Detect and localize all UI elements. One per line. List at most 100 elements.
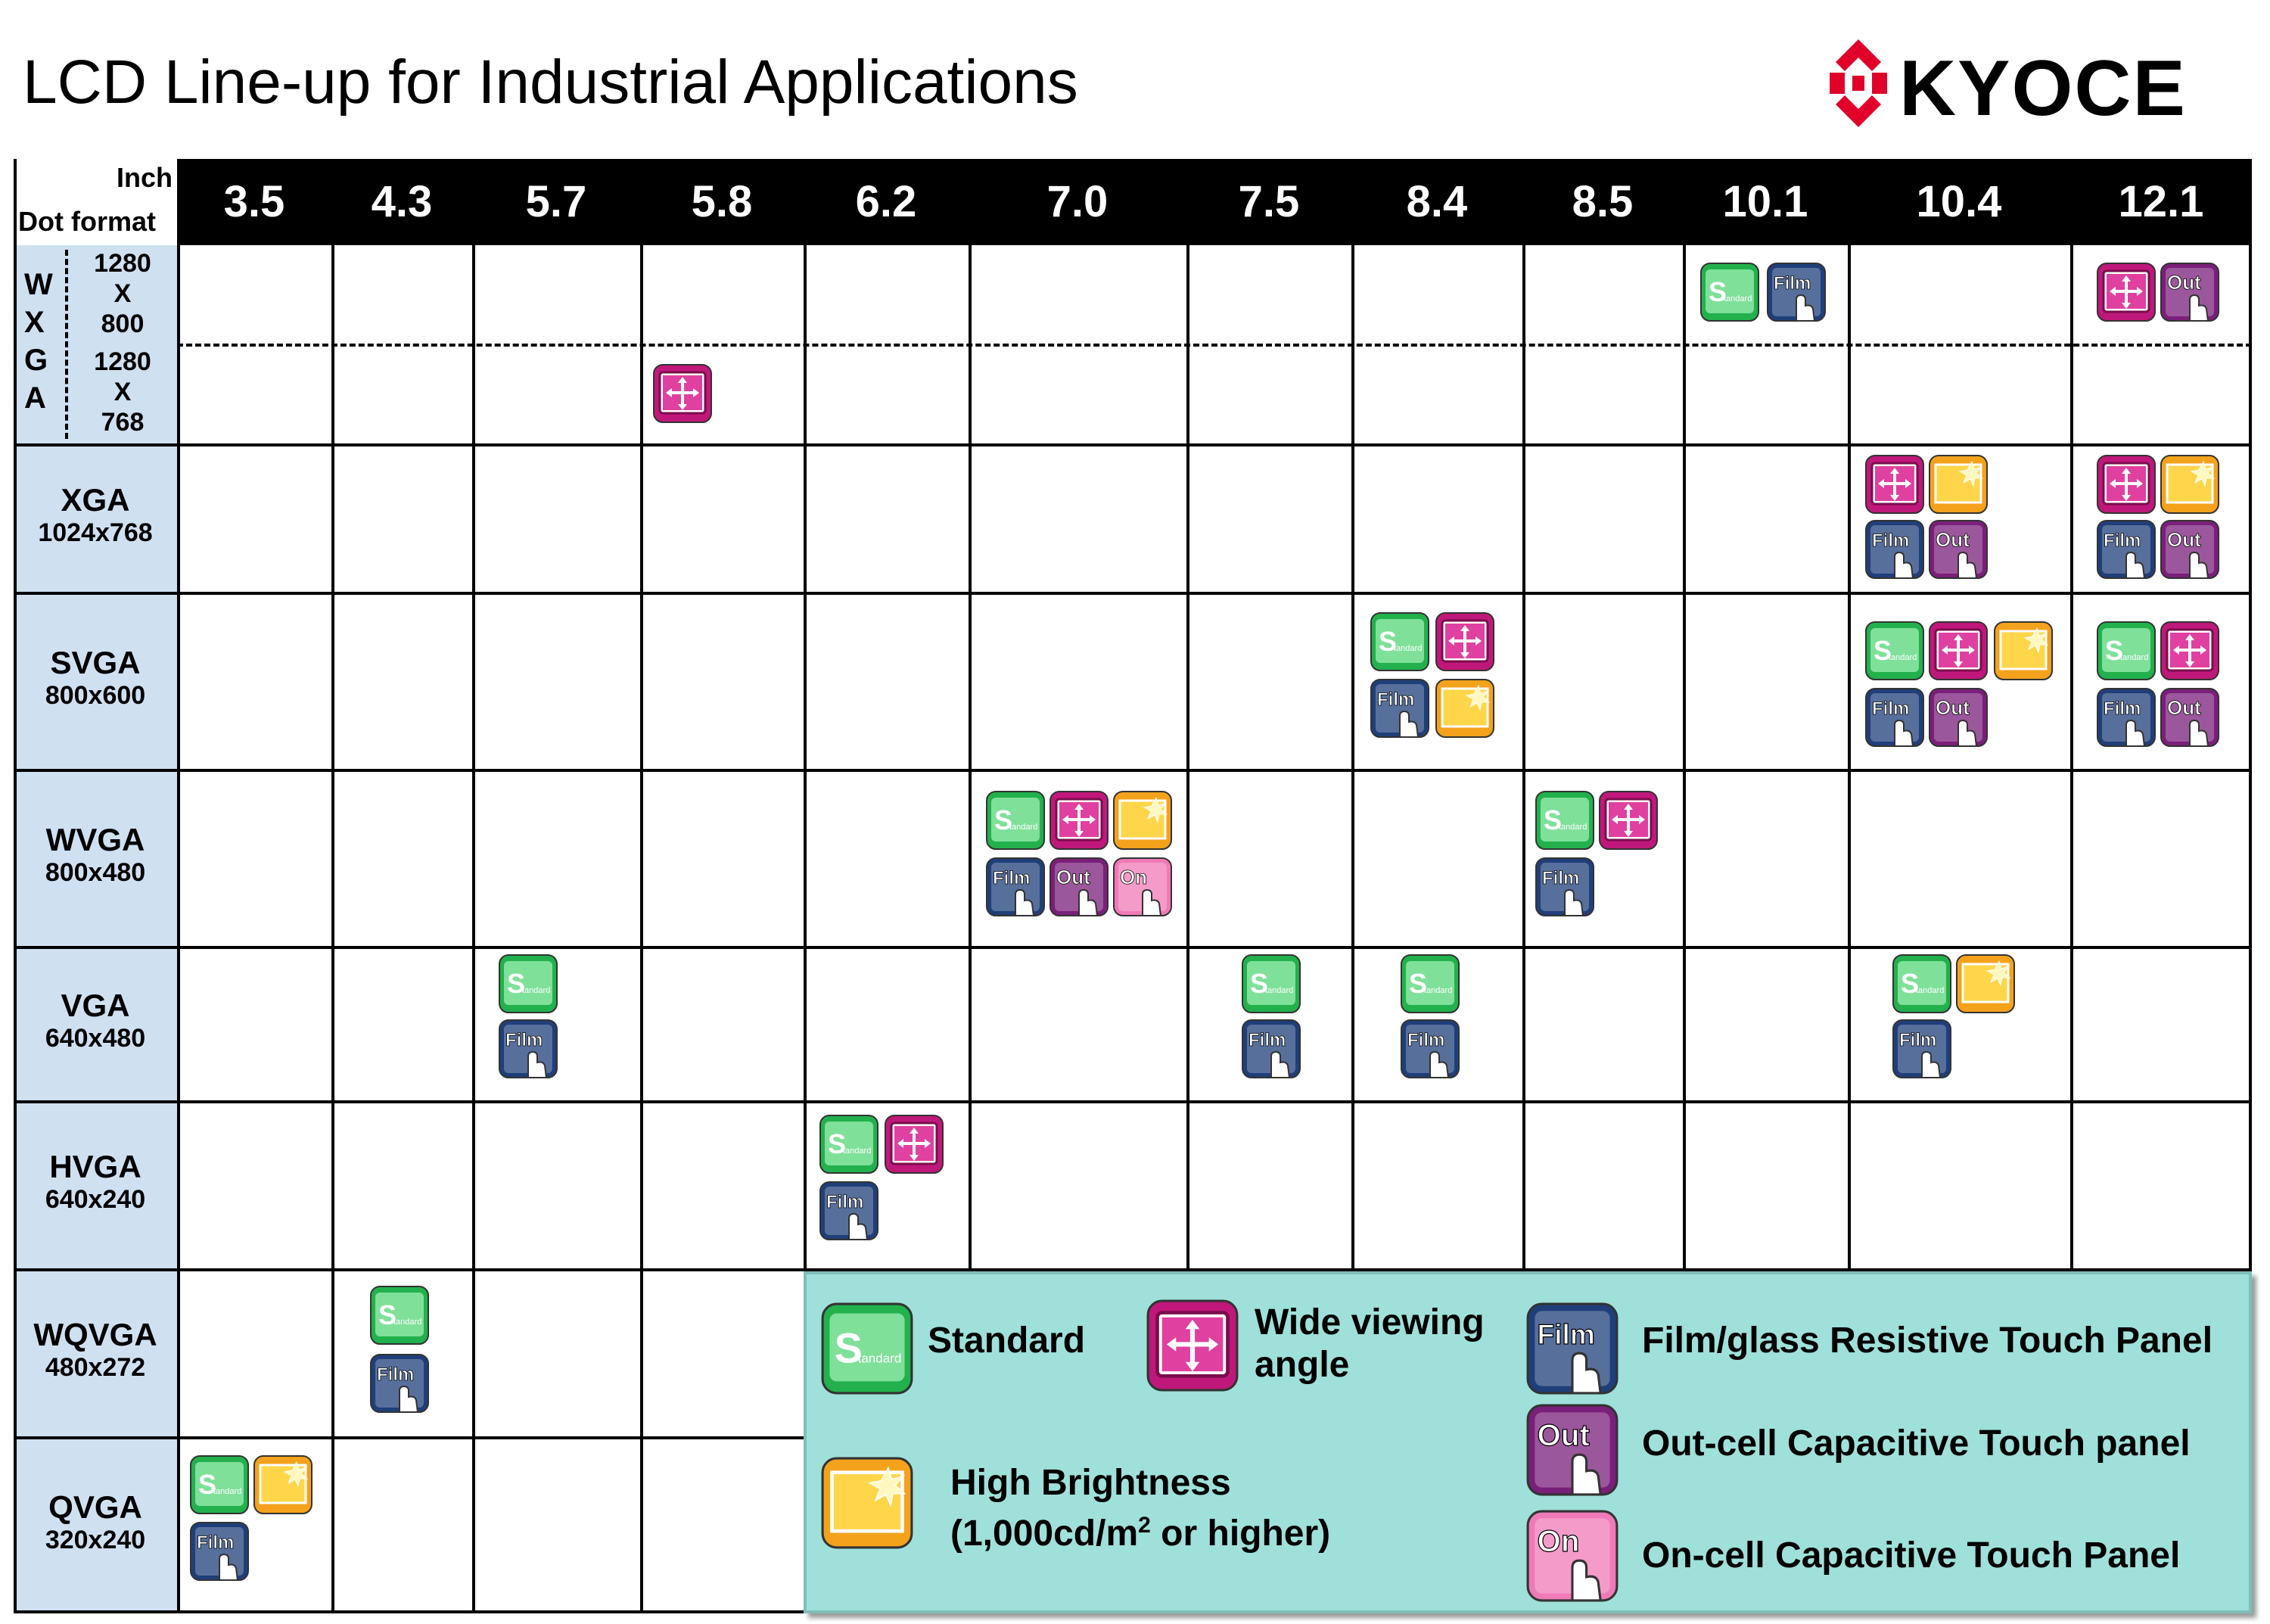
row-name: SVGA [50, 645, 141, 680]
wxga-divider [65, 250, 68, 439]
svg-text:Film: Film [2104, 530, 2141, 551]
row-header-hvga: HVGA 640x240 [14, 1100, 177, 1268]
lineup-table: Inch Dot format 3.5 4.3 5.7 5.8 6.2 7.0 7.5 8.4… [14, 159, 2252, 1613]
svg-text:Film: Film [377, 1364, 414, 1385]
wxga-letter: X [24, 306, 45, 339]
svg-text:Out: Out [2167, 528, 2201, 551]
svg-text:Out: Out [1936, 528, 1970, 551]
row-dots: 1024x768 [38, 518, 153, 547]
cell-wide-icon [885, 1115, 944, 1174]
svg-text:Film: Film [1872, 698, 1909, 719]
svg-text:tandard: tandard [1559, 823, 1587, 832]
svg-text:S: S [1379, 626, 1397, 657]
row-header-svga: SVGA 800x600 [14, 592, 177, 769]
cell-wide-icon [1865, 455, 1924, 514]
cell-out-icon: Out [2160, 688, 2219, 747]
inch-header-10-4: 10.4 [1916, 177, 2002, 226]
cell-standard-icon: Standard [1370, 612, 1429, 671]
cell-bright-icon [2160, 455, 2219, 514]
cell-bright-icon [253, 1455, 313, 1514]
wxga-letter: A [24, 381, 46, 415]
column-divider [177, 245, 180, 1613]
row-name: WVGA [45, 822, 145, 857]
row-header-wxga: W X G A 1280 X 800 1280 X 768 [14, 245, 177, 443]
legend-standard-icon: Standard [821, 1302, 913, 1395]
cell-wide-icon [2097, 263, 2156, 322]
cell-film-icon: Film [2097, 520, 2156, 579]
cell-standard-icon: Standard [1865, 621, 1924, 680]
legend-on-label: On-cell Capacitive Touch Panel [1642, 1535, 2181, 1576]
row-header-qvga: QVGA 320x240 [14, 1436, 177, 1613]
row-divider [14, 946, 2252, 949]
corner-dotformat-label: Dot format [18, 206, 156, 237]
kyocera-logo: KYOCERA [1830, 39, 2270, 132]
legend-film-icon: Film [1526, 1302, 1619, 1395]
column-divider [1351, 245, 1354, 1613]
page-title: LCD Line-up for Industrial Applications [23, 48, 1078, 117]
column-divider [2070, 245, 2073, 1613]
svg-text:Film: Film [1542, 868, 1579, 888]
table-border-right [2249, 159, 2252, 1613]
cell-bright-icon [1113, 791, 1172, 850]
row-header-vga: VGA 640x480 [14, 946, 177, 1100]
inch-header-8-5: 8.5 [1572, 177, 1634, 226]
column-divider [331, 245, 334, 1613]
cell-film-icon: Film [1401, 1019, 1460, 1078]
svg-text:S: S [1901, 968, 1919, 999]
cell-out-icon: Out [2160, 520, 2219, 579]
row-divider [14, 443, 2252, 446]
cell-film-icon: Film [1370, 679, 1429, 738]
column-divider [804, 245, 807, 1613]
cell-on-icon: On [1113, 857, 1172, 916]
cell-standard-icon: Standard [499, 954, 558, 1013]
cell-film-icon: Film [1865, 688, 1924, 747]
svg-text:Out: Out [1056, 866, 1090, 888]
legend-on-icon: On [1526, 1510, 1619, 1602]
wxga-letter: W [24, 268, 53, 301]
svg-text:S: S [1409, 968, 1427, 999]
inch-header-4-3: 4.3 [371, 177, 433, 226]
svg-text:Film: Film [1538, 1318, 1595, 1350]
cell-film-icon: Film [819, 1181, 878, 1240]
svg-text:On: On [1120, 866, 1147, 888]
legend-bright-label: High Brightness (1,000cd/m2 or higher) [950, 1463, 1331, 1554]
svg-text:tandard: tandard [522, 986, 550, 995]
cell-standard-icon: Standard [190, 1455, 249, 1514]
svg-text:Out: Out [2167, 271, 2201, 294]
svg-text:Film: Film [1774, 273, 1811, 294]
column-divider [1848, 245, 1851, 1613]
cell-wide-icon [1929, 621, 1988, 680]
legend-out-label: Out-cell Capacitive Touch panel [1642, 1423, 2191, 1464]
row-header-xga: XGA 1024x768 [14, 443, 177, 592]
svg-text:tandard: tandard [1916, 986, 1944, 995]
inch-header-7-5: 7.5 [1238, 177, 1300, 226]
cell-film-icon: Film [1242, 1019, 1301, 1078]
svg-text:Film: Film [2104, 698, 2141, 719]
svg-text:S: S [1250, 968, 1268, 999]
svg-text:Out: Out [1538, 1418, 1590, 1452]
row-name: HVGA [49, 1149, 141, 1184]
column-divider [640, 245, 643, 1613]
row-header-wqvga: WQVGA 480x272 [14, 1268, 177, 1436]
svg-text:S: S [198, 1469, 216, 1500]
svg-text:Film: Film [1248, 1030, 1286, 1050]
inch-header-5-7: 5.7 [525, 177, 587, 226]
inch-header-5-8: 5.8 [691, 177, 753, 226]
inch-header-8-4: 8.4 [1406, 177, 1468, 226]
legend-bright-icon [821, 1457, 913, 1549]
cell-bright-icon [1956, 954, 2015, 1013]
cell-film-icon: Film [986, 857, 1045, 916]
kyocera-wordmark: KYOCERA [1899, 45, 2187, 127]
svg-text:Film: Film [197, 1532, 234, 1553]
column-divider [472, 245, 475, 1613]
svg-text:tandard: tandard [1889, 653, 1917, 662]
cell-out-icon: Out [2160, 263, 2219, 322]
cell-film-icon: Film [370, 1354, 429, 1413]
row-name: VGA [61, 988, 130, 1023]
row-name: QVGA [48, 1489, 142, 1525]
svg-text:tandard: tandard [213, 1487, 241, 1496]
svg-text:Out: Out [1936, 696, 1970, 719]
column-divider [1683, 245, 1686, 1613]
row-divider [14, 769, 2252, 772]
cell-wide-icon [1599, 791, 1658, 850]
